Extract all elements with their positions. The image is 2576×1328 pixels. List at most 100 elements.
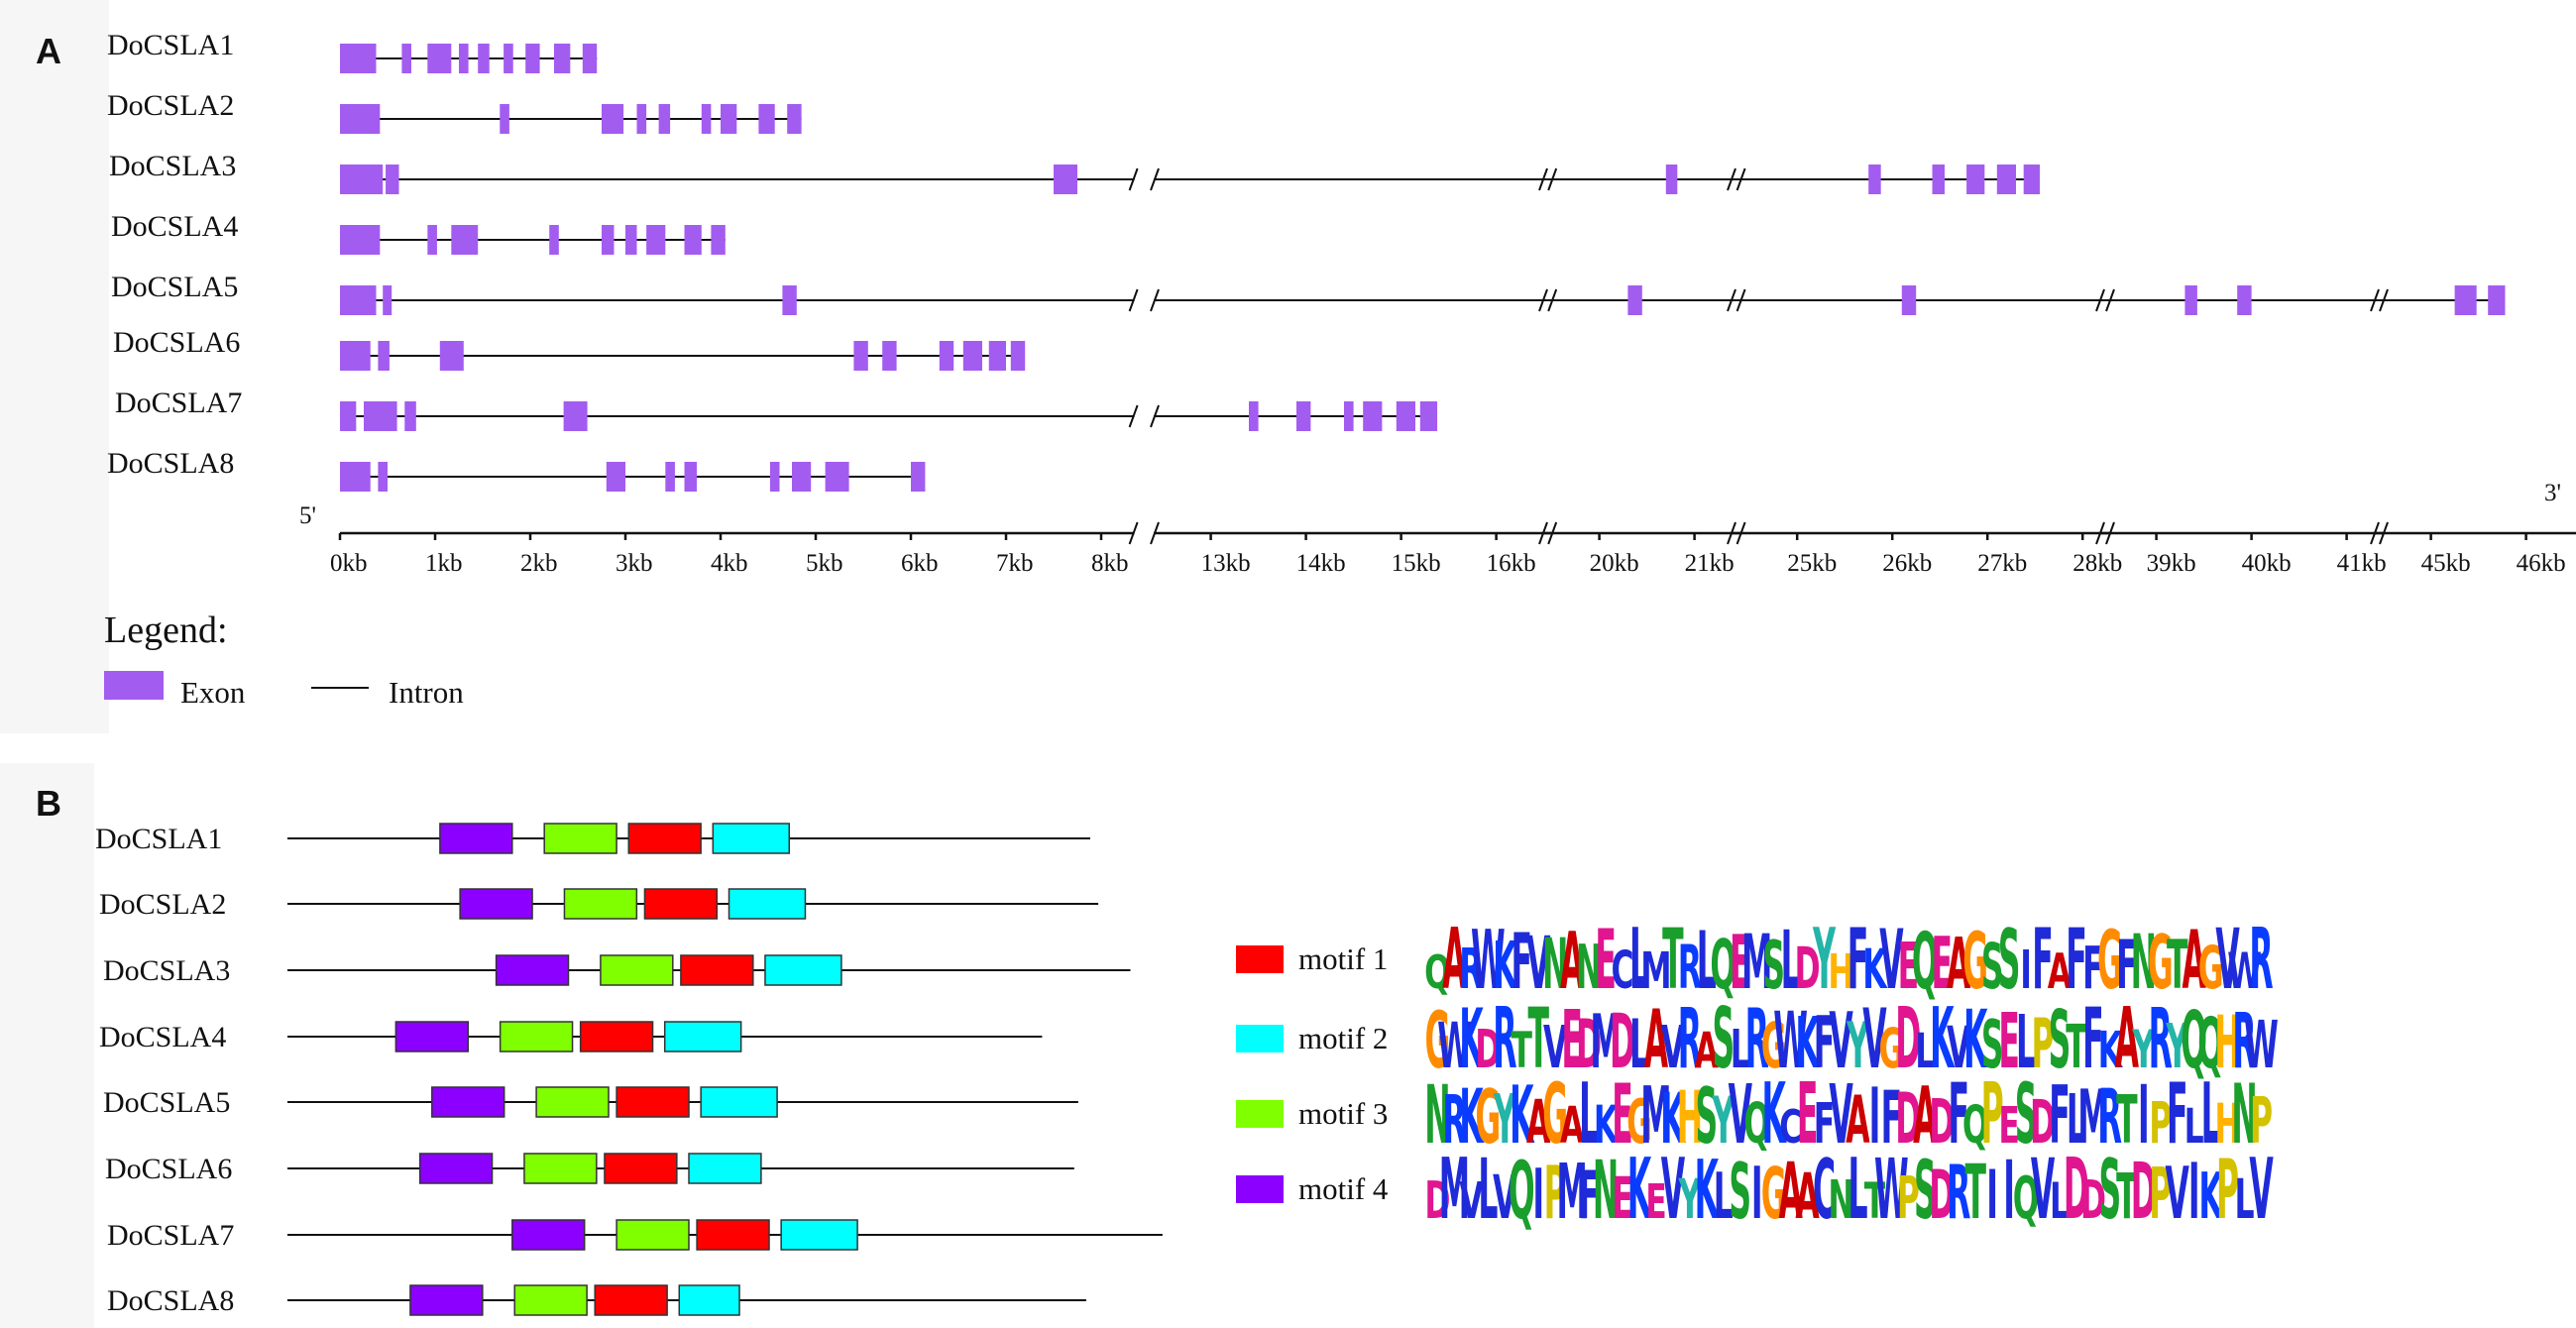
gene-row-docsla1: DoCSLA1	[107, 29, 598, 73]
logo-letter: I	[1751, 1153, 1763, 1236]
logo-letter: A	[2182, 915, 2206, 1008]
logo-letter: V	[1862, 991, 1886, 1086]
gene-name: DoCSLA5	[111, 271, 238, 303]
exon-box	[427, 225, 437, 255]
exon-box	[504, 44, 513, 73]
exon-box	[554, 44, 571, 73]
logo-letter: C	[1611, 941, 1633, 1002]
logo-letter: R	[1442, 1082, 1466, 1160]
logo-letter: S	[1981, 931, 2004, 1003]
logo-letter: M	[2077, 1075, 2108, 1161]
motif-1-box	[579, 1021, 654, 1052]
exon-box	[582, 44, 598, 73]
logo-letter: S	[1696, 1071, 1719, 1161]
motif-1-box	[643, 888, 719, 920]
logo-letter: F	[2049, 1069, 2071, 1162]
gene-name: DoCSLA1	[107, 29, 234, 61]
logo-letter: E	[1932, 923, 1954, 1006]
logo-letter: R	[1678, 990, 1702, 1087]
logo-letter: K	[2098, 1022, 2124, 1080]
motif-legend-entry-2: motif 2 GWKDRTTVEDMDLAVRASLRGWKFVYVGDLKVK…	[1236, 990, 2279, 1088]
logo-letter: N	[1593, 1144, 1619, 1238]
motif-2-box	[764, 954, 842, 986]
tick-label-28kb: 28kb	[2072, 550, 2122, 577]
motif-1-label: motif 1	[1298, 941, 1388, 976]
motif-1-box	[680, 954, 754, 986]
motif-4-label: motif 4	[1298, 1171, 1389, 1206]
logo-letter: D	[1475, 1019, 1501, 1080]
logo-letter: I	[1986, 1157, 1998, 1234]
logo-letter: S	[1762, 928, 1785, 1005]
exon-box	[606, 462, 625, 492]
logo-letter: P	[2149, 1090, 2172, 1157]
motif-1-box	[604, 1153, 678, 1184]
logo-letter: G	[1475, 1075, 1501, 1161]
logo-letter: P	[1897, 1164, 1920, 1233]
logo-letter: K	[1695, 1142, 1721, 1237]
logo-letter: L	[1714, 1159, 1734, 1233]
exon-box	[1344, 401, 1354, 431]
logo-letter: L	[1781, 914, 1801, 1008]
gene-row-docsla2: DoCSLA2	[107, 89, 802, 134]
axis-break-mark	[1150, 521, 1160, 545]
logo-letter: D	[1795, 936, 1821, 1002]
logo-letter: V	[1493, 1163, 1517, 1233]
protein-name: DoCSLA8	[107, 1284, 234, 1317]
exon-box	[2184, 285, 2197, 315]
exon-box	[1627, 285, 1642, 315]
exon-box	[340, 285, 377, 315]
motif-2-box	[678, 1284, 740, 1316]
protein-row-docsla4: DoCSLA4	[99, 1021, 1043, 1053]
logo-letter: G	[2198, 935, 2224, 1003]
protein-row-docsla3: DoCSLA3	[103, 954, 1131, 987]
logo-letter: T	[1527, 990, 1548, 1087]
protein-name: DoCSLA2	[99, 888, 226, 921]
exon-box	[401, 44, 411, 73]
logo-letter: R	[2232, 996, 2256, 1085]
motif-4-box	[459, 888, 533, 920]
logo-letter: Q	[2013, 1164, 2040, 1233]
logo-letter: V	[1459, 1172, 1483, 1231]
logo-letter: I	[2003, 1145, 2015, 1238]
gene-name: DoCSLA7	[115, 387, 242, 419]
logo-letter: G	[1962, 917, 1988, 1008]
logo-letter: D	[1424, 1171, 1450, 1231]
logo-letter: A	[1846, 1083, 1869, 1159]
tick-label-15kb: 15kb	[1392, 550, 1441, 577]
intron-break-mark	[1736, 288, 1746, 312]
exon-box	[386, 165, 399, 194]
logo-letter: G	[1761, 1010, 1787, 1082]
logo-letter: E	[1645, 1173, 1667, 1230]
logo-letter: Q	[1424, 946, 1451, 1000]
panel-a-letter: A	[36, 31, 61, 71]
axis-break-mark	[2105, 521, 2115, 545]
exon-box	[1054, 165, 1077, 194]
tick-label-39kb: 39kb	[2147, 550, 2196, 577]
protein-name: DoCSLA5	[103, 1086, 230, 1119]
tick-label-20kb: 20kb	[1590, 550, 1639, 577]
tick-label-21kb: 21kb	[1685, 550, 1735, 577]
logo-letter: N	[1576, 931, 1602, 1003]
logo-letter: Q	[1962, 1096, 1989, 1157]
logo-letter: P	[2216, 1142, 2239, 1237]
protein-row-docsla1: DoCSLA1	[95, 823, 1090, 855]
logo-letter: N	[2231, 1066, 2257, 1162]
logo-letter: A	[1913, 1071, 1937, 1162]
protein-name: DoCSLA7	[107, 1219, 234, 1252]
axis-break-mark	[1727, 521, 1736, 545]
three-prime-label: 3'	[2544, 480, 2561, 506]
axis-break-mark	[1547, 521, 1558, 545]
motif-legend: motif 1 QARWKFVNANECLMTRLQEMSLDYHFKVEQEAG…	[1236, 911, 2279, 1239]
gene-row-docsla3: DoCSLA3	[109, 150, 2040, 194]
exon-box	[602, 225, 615, 255]
motif-2-box	[728, 888, 807, 920]
logo-letter: I	[2188, 1148, 2200, 1237]
exon-box	[364, 401, 397, 431]
exon-box	[340, 462, 371, 492]
protein-row-docsla2: DoCSLA2	[99, 888, 1099, 921]
logo-letter: M	[1590, 998, 1621, 1086]
motif-1-swatch	[1236, 945, 1284, 973]
logo-letter: E	[1898, 929, 1920, 1003]
